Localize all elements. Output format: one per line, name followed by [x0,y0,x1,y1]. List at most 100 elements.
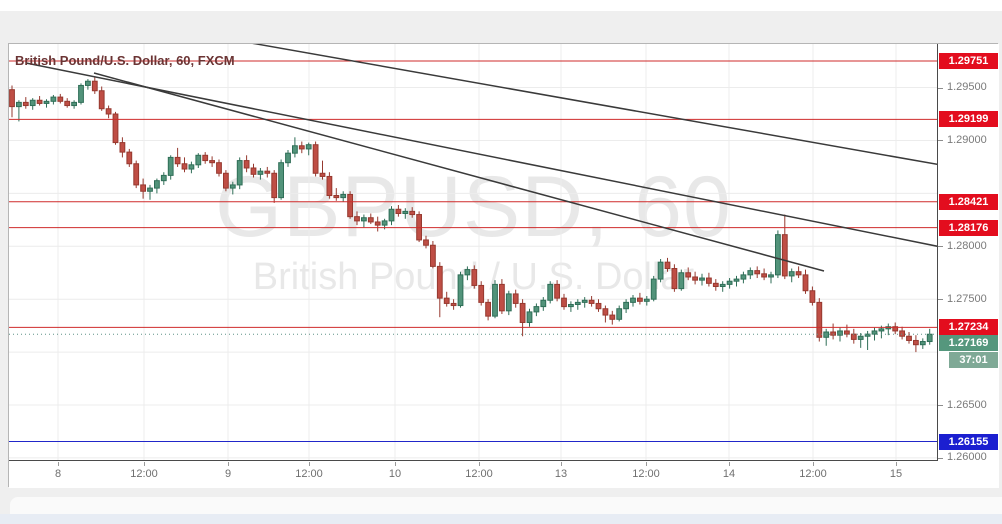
candle-up [699,277,705,281]
candle-up [305,144,312,150]
candle-up [147,187,153,192]
candle-down [36,99,43,104]
price-alert-badge: 1.29199 [939,111,998,128]
time-tick [395,462,396,466]
candle-down [181,163,188,170]
candle-down [892,326,899,332]
candle-up [292,145,298,154]
candle-up [926,333,933,343]
candle-down [22,101,29,107]
candle-down [671,268,678,290]
price-tick [938,405,943,407]
candle-up [747,270,754,276]
candle-down [243,160,250,169]
page-bottom-strip [0,514,1002,524]
candlestick-canvas[interactable] [9,44,938,461]
candle-down [754,270,761,275]
candle-down [512,293,519,304]
price-alert-badge: 1.28421 [939,193,998,210]
candle-up [154,180,160,189]
candle-down [298,145,305,150]
candle-down [830,331,837,336]
price-axis[interactable]: 1.29500 1.29000 1.28000 1.27500 1.26500 1.260… [938,44,999,488]
candle-down [554,283,561,299]
candle-up [278,162,285,199]
candle-up [740,274,747,280]
price-axis-label: 1.26000 [947,451,987,464]
candle-down [9,89,15,108]
time-axis-label: 13 [554,468,568,480]
candle-down [802,274,809,292]
candle-up [581,299,588,303]
price-alert-badge: 1.28176 [939,219,998,236]
time-tick [813,462,814,466]
candle-up [623,301,630,310]
chart-legend-title[interactable]: British Pound/U.S. Dollar, 60, FXCM [15,53,235,68]
price-axis-label: 1.27500 [947,292,987,305]
candle-up [878,328,885,332]
candle-up [50,96,57,102]
time-axis[interactable]: 8 12:00 9 12:00 10 12:00 13 12:00 14 12:00 15 [9,462,938,488]
candle-up [229,184,236,189]
candle-down [664,261,671,270]
candle-down [706,277,712,284]
trendline-middle-long [25,62,937,247]
candle-down [409,210,416,216]
candle-up [167,156,174,176]
candle-up [788,271,795,277]
candle-down [485,301,492,317]
time-tick [228,462,229,466]
candle-up [568,303,574,308]
candle-down [105,108,112,115]
candle-down [374,221,381,226]
chart-plot-area[interactable]: GBPUSD, 60 British Pound / U.S. Dollar B… [9,44,938,461]
candle-up [540,299,547,308]
candle-down [850,333,857,340]
candle-down [712,282,719,288]
price-tick [938,457,943,459]
candle-down [637,297,643,302]
candle-down [354,216,360,222]
candle-up [823,331,830,338]
candle-down [140,184,146,192]
candle-down [126,151,133,165]
candle-up [43,100,50,104]
candle-down [423,239,429,246]
time-tick [896,462,897,466]
time-axis-label: 12:00 [799,468,827,480]
candle-down [250,167,257,175]
candle-up [236,160,243,186]
candle-up [526,311,533,323]
candle-down [781,234,788,277]
trendline-steep-short [93,72,825,272]
candle-down [98,90,105,110]
trendline-upper-long [252,44,937,166]
current-price-badge: 1.27169 [939,335,998,352]
price-axis-label: 1.26500 [947,398,987,411]
candle-down [133,163,140,186]
candle-up [505,293,512,312]
time-axis-label: 12:00 [465,468,493,480]
candle-up [78,84,84,103]
candle-down [499,283,505,312]
candle-down [685,272,692,278]
candle-up [361,217,367,222]
candle-down [91,80,98,92]
candle-down [264,170,271,174]
candle-up [492,283,498,317]
top-white-strip [0,0,1002,11]
candle-up [650,278,657,300]
time-tick [561,462,562,466]
candle-down [174,156,181,165]
candle-up [533,306,540,313]
candle-down [119,142,126,153]
candle-up [388,208,395,222]
candle-up [71,101,78,107]
candle-down [478,284,485,303]
candle-down [692,276,699,281]
price-tick [938,140,943,142]
time-axis-label: 9 [224,468,232,480]
candle-down [809,290,816,303]
candle-down [209,160,215,164]
candle-down [347,193,354,218]
